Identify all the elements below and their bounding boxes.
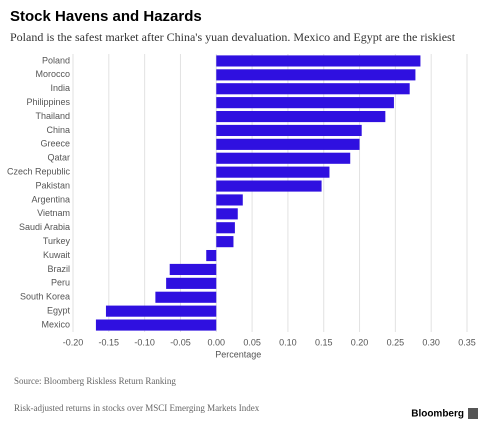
- y-tick-label: India: [50, 83, 70, 93]
- x-tick-label: 0.20: [351, 337, 369, 347]
- bar: [105, 305, 217, 317]
- x-tick-label: 0.10: [279, 337, 297, 347]
- bar: [216, 97, 394, 109]
- y-tick-label: Turkey: [43, 236, 71, 246]
- bar: [216, 222, 235, 234]
- y-tick-label: Morocco: [35, 69, 70, 79]
- bar: [216, 110, 386, 123]
- chart-subtitle: Poland is the safest market after China'…: [10, 30, 456, 44]
- bar: [216, 138, 360, 150]
- y-tick-label: Qatar: [47, 153, 70, 163]
- x-axis-label: Percentage: [215, 349, 261, 359]
- x-tick-label: -0.05: [170, 337, 191, 347]
- bar: [169, 263, 217, 276]
- y-tick-label: Czech Republic: [7, 167, 71, 177]
- y-tick-label: Vietnam: [37, 208, 70, 218]
- source: Source: Bloomberg Riskless Return Rankin…: [14, 376, 176, 386]
- x-tick-label: -0.15: [99, 337, 120, 347]
- note: Risk-adjusted returns in stocks over MSC…: [14, 403, 260, 413]
- x-tick-label: 0.25: [387, 337, 405, 347]
- y-tick-label: Argentina: [31, 194, 70, 204]
- y-tick-label: Philippines: [26, 97, 70, 107]
- brand: Bloomberg: [411, 409, 464, 420]
- bar: [216, 124, 362, 137]
- y-tick-label: Saudi Arabia: [19, 222, 70, 232]
- x-tick-label: 0.05: [243, 337, 261, 347]
- y-tick-label: Brazil: [47, 264, 70, 274]
- x-tick-label: -0.10: [134, 337, 155, 347]
- bar: [216, 83, 410, 95]
- x-tick-label: 0.00: [208, 337, 226, 347]
- bar: [216, 180, 322, 192]
- x-tick-label: 0.15: [315, 337, 333, 347]
- bar: [216, 69, 416, 81]
- bar: [155, 291, 217, 303]
- bar: [216, 236, 234, 248]
- x-tick-label: 0.35: [458, 337, 476, 347]
- x-tick-label: -0.20: [63, 337, 84, 347]
- y-tick-label: Pakistan: [35, 180, 70, 190]
- bar: [216, 152, 351, 164]
- y-tick-label: Poland: [42, 55, 70, 65]
- y-tick-label: Greece: [40, 139, 70, 149]
- bar: [216, 208, 238, 220]
- brand-icon: [468, 408, 478, 419]
- y-tick-label: South Korea: [20, 292, 70, 302]
- y-tick-label: China: [46, 125, 70, 135]
- y-tick-label: Thailand: [35, 111, 70, 121]
- bar: [95, 319, 217, 331]
- bar: [206, 249, 217, 262]
- y-tick-label: Egypt: [47, 306, 71, 316]
- bar: [216, 194, 243, 206]
- y-tick-label: Peru: [51, 278, 70, 288]
- bar: [216, 166, 330, 178]
- bar: [166, 277, 217, 289]
- chart-title: Stock Havens and Hazards: [10, 8, 202, 25]
- bar: [216, 55, 421, 67]
- x-tick-label: 0.30: [422, 337, 440, 347]
- y-tick-label: Mexico: [41, 319, 70, 329]
- y-tick-label: Kuwait: [43, 250, 71, 260]
